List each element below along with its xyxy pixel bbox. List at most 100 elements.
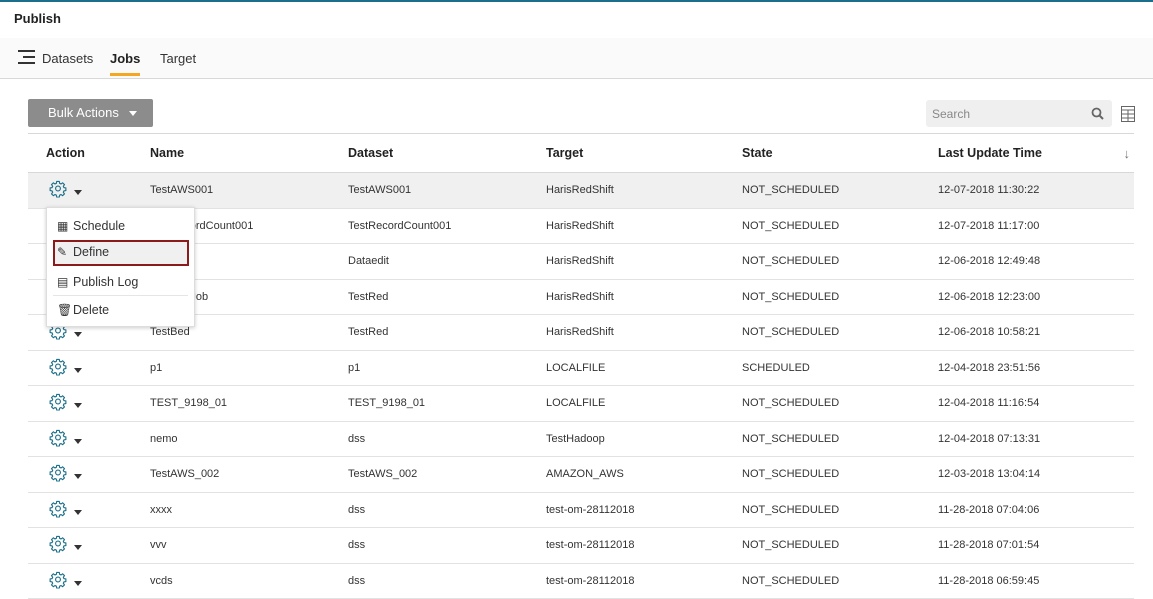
state-cell: NOT_SCHEDULED [742,433,839,445]
job-name[interactable]: nemo [150,433,178,445]
gear-icon[interactable] [49,428,67,449]
table-row[interactable]: vvv dss test-om-28112018 NOT_SCHEDULED 1… [28,528,1134,564]
menu-item-publish-log[interactable]: ▤Publish Log [53,270,189,296]
state-cell: NOT_SCHEDULED [742,220,839,232]
action-dropdown-menu: ▦Schedule ✎Define ▤Publish Log 🗑Delete [46,207,195,327]
table-row[interactable]: TEST_9198_01 TEST_9198_01 LOCALFILE NOT_… [28,386,1134,422]
target-cell: LOCALFILE [546,397,605,409]
last-update-time-cell: 12-03-2018 13:04:14 [938,468,1040,480]
table-row[interactable]: p1 p1 LOCALFILE SCHEDULED 12-04-2018 23:… [28,351,1134,387]
calendar-icon: ▦ [57,219,68,233]
gear-icon[interactable] [49,180,67,201]
dataset-cell: TestRecordCount001 [348,220,451,232]
column-header-state[interactable]: State [742,146,773,160]
caret-down-icon[interactable] [74,332,82,337]
menu-divider [53,295,188,296]
last-update-time-cell: 12-07-2018 11:30:22 [938,184,1039,196]
column-header-name[interactable]: Name [150,146,184,160]
last-update-time-cell: 11-28-2018 07:04:06 [938,504,1039,516]
caret-down-icon[interactable] [74,545,82,550]
search-input[interactable]: Search [926,100,1112,127]
dataset-cell: TestRed [348,291,388,303]
page-title: Publish [14,11,61,26]
job-name[interactable]: vvv [150,539,167,551]
target-cell: test-om-28112018 [546,575,634,587]
gear-icon[interactable] [49,499,67,520]
gear-icon[interactable] [49,393,67,414]
menu-item-delete[interactable]: 🗑Delete [53,298,189,324]
target-cell: test-om-28112018 [546,539,634,551]
tab-datasets[interactable]: Datasets [42,51,93,66]
table-header: Action Name Dataset Target State Last Up… [28,134,1134,173]
job-name[interactable]: p1 [150,362,162,374]
tab-bar: Datasets Jobs Target [0,38,1153,79]
state-cell: NOT_SCHEDULED [742,539,839,551]
search-placeholder: Search [932,107,970,121]
search-icon[interactable] [1091,107,1104,120]
caret-down-icon[interactable] [74,581,82,586]
gear-icon[interactable] [49,570,67,591]
target-cell: HarisRedShift [546,291,614,303]
dataset-cell: dss [348,539,365,551]
job-name[interactable]: TestBed [150,326,190,338]
last-update-time-cell: 11-28-2018 06:59:45 [938,575,1039,587]
gear-icon[interactable] [49,535,67,556]
caret-down-icon[interactable] [74,510,82,515]
state-cell: NOT_SCHEDULED [742,468,839,480]
table-row[interactable]: TestAWS001 TestAWS001 HarisRedShift NOT_… [28,173,1134,209]
caret-down-icon [129,111,137,116]
state-cell: NOT_SCHEDULED [742,184,839,196]
dataset-cell: TestRed [348,326,388,338]
bulk-actions-button[interactable]: Bulk Actions [28,99,153,127]
state-cell: NOT_SCHEDULED [742,255,839,267]
gear-icon[interactable] [49,357,67,378]
trash-icon: 🗑 [57,303,72,317]
caret-down-icon[interactable] [74,403,82,408]
caret-down-icon[interactable] [74,190,82,195]
dataset-cell: TestAWS_002 [348,468,417,480]
last-update-time-cell: 11-28-2018 07:01:54 [938,539,1039,551]
state-cell: NOT_SCHEDULED [742,326,839,338]
job-name[interactable]: TestAWS_002 [150,468,219,480]
target-cell: TestHadoop [546,433,605,445]
last-update-time-cell: 12-04-2018 11:16:54 [938,397,1039,409]
column-settings-icon[interactable] [1121,106,1135,122]
menu-item-label: Define [73,245,109,259]
dataset-cell: dss [348,575,365,587]
table-row[interactable]: TestAWS_002 TestAWS_002 AMAZON_AWS NOT_S… [28,457,1134,493]
tab-target[interactable]: Target [160,51,196,66]
dataset-cell: TEST_9198_01 [348,397,425,409]
column-header-target[interactable]: Target [546,146,583,160]
table-row[interactable]: xxxx dss test-om-28112018 NOT_SCHEDULED … [28,493,1134,529]
last-update-time-cell: 12-07-2018 11:17:00 [938,220,1039,232]
menu-item-label: Delete [73,303,109,317]
sort-descending-icon[interactable]: ↓ [1124,146,1131,161]
dataset-cell: Dataedit [348,255,389,267]
log-icon: ▤ [57,275,68,289]
caret-down-icon[interactable] [74,474,82,479]
last-update-time-cell: 12-06-2018 10:58:21 [938,326,1040,338]
caret-down-icon[interactable] [74,368,82,373]
table-row[interactable]: nemo dss TestHadoop NOT_SCHEDULED 12-04-… [28,422,1134,458]
caret-down-icon[interactable] [74,439,82,444]
tab-jobs[interactable]: Jobs [110,51,140,66]
gear-icon[interactable] [49,464,67,485]
column-header-dataset[interactable]: Dataset [348,146,393,160]
bulk-actions-label: Bulk Actions [48,105,119,120]
last-update-time-cell: 12-04-2018 23:51:56 [938,362,1040,374]
target-cell: HarisRedShift [546,220,614,232]
menu-item-define[interactable]: ✎Define [53,240,189,266]
column-header-last-update-time[interactable]: Last Update Time [938,146,1042,160]
job-name[interactable]: vcds [150,575,173,587]
hamburger-menu-icon[interactable] [18,50,35,68]
menu-item-schedule[interactable]: ▦Schedule [53,214,189,240]
job-name[interactable]: TEST_9198_01 [150,397,227,409]
job-name[interactable]: xxxx [150,504,172,516]
last-update-time-cell: 12-04-2018 07:13:31 [938,433,1040,445]
column-header-action: Action [46,146,85,160]
target-cell: HarisRedShift [546,326,614,338]
state-cell: NOT_SCHEDULED [742,575,839,587]
state-cell: NOT_SCHEDULED [742,291,839,303]
job-name[interactable]: TestAWS001 [150,184,213,196]
dataset-cell: dss [348,433,365,445]
